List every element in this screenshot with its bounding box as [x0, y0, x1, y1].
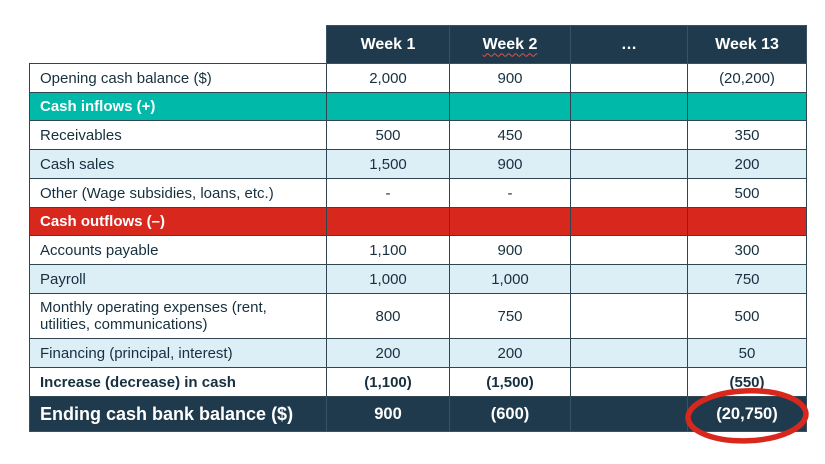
- cell-value: 200: [687, 149, 807, 179]
- cell-value: 900: [449, 63, 571, 93]
- table-row: Increase (decrease) in cash (1,100) (1,500…: [29, 367, 807, 397]
- column-header-1: Week 1: [326, 25, 450, 64]
- cell-value: -: [449, 178, 571, 208]
- cell-value: [570, 149, 688, 179]
- cell-value: [570, 92, 688, 121]
- cell-value: 50: [687, 338, 807, 368]
- row-label: Receivables: [29, 120, 327, 150]
- cell-value: (20,750): [685, 387, 809, 444]
- cell-value: 200: [326, 338, 450, 368]
- cell-value: 1,500: [326, 149, 450, 179]
- column-header-3: …: [570, 25, 688, 64]
- row-label: Cash sales: [29, 149, 327, 179]
- table-row: Cash inflows (+): [29, 92, 807, 121]
- cell-value: 1,000: [449, 264, 571, 294]
- table-row: Other (Wage subsidies, loans, etc.) - -500: [29, 178, 807, 208]
- cell-value: [570, 367, 688, 397]
- header-blank-cell: [30, 26, 327, 64]
- row-label: Increase (decrease) in cash: [29, 367, 327, 397]
- row-label: Financing (principal, interest): [29, 338, 327, 368]
- table-body: Opening cash balance ($) 2,000 900 (20,200)…: [29, 63, 809, 444]
- cell-value: [570, 63, 688, 93]
- cell-value: (600): [449, 396, 571, 432]
- cell-value: 900: [449, 149, 571, 179]
- row-label: Payroll: [29, 264, 327, 294]
- cell-value: [326, 207, 450, 236]
- cell-value: 300: [687, 235, 807, 265]
- row-label: Ending cash bank balance ($): [29, 396, 327, 432]
- cell-value: 200: [449, 338, 571, 368]
- cell-value: [570, 235, 688, 265]
- cell-value: 500: [687, 178, 807, 208]
- cell-value: 1,100: [326, 235, 450, 265]
- cell-value: -: [326, 178, 450, 208]
- cell-value: [570, 120, 688, 150]
- cell-value: 500: [687, 293, 807, 339]
- cash-flow-forecast-table: Week 1 Week 2… Week 13 Opening cash balanc…: [29, 25, 809, 444]
- cell-value: [687, 207, 807, 236]
- cell-value: [570, 264, 688, 294]
- column-header-4: Week 13: [687, 25, 807, 64]
- cell-value: [570, 207, 688, 236]
- cell-value: 350: [687, 120, 807, 150]
- cell-value: 2,000: [326, 63, 450, 93]
- row-label: Cash outflows (–): [29, 207, 327, 236]
- cell-value: 800: [326, 293, 450, 339]
- row-label: Accounts payable: [29, 235, 327, 265]
- table-row: Cash outflows (–): [29, 207, 807, 236]
- cell-value: [570, 293, 688, 339]
- row-label: Monthly operating expenses (rent, utilit…: [29, 293, 327, 339]
- cell-value: 1,000: [326, 264, 450, 294]
- table-row: Financing (principal, interest) 200 200 50: [29, 338, 807, 368]
- column-header-2: Week 2: [449, 25, 571, 64]
- row-label: Cash inflows (+): [29, 92, 327, 121]
- cell-value: 750: [449, 293, 571, 339]
- table-row: Monthly operating expenses (rent, utilit…: [29, 293, 807, 339]
- cell-value: [570, 338, 688, 368]
- table-row: Ending cash bank balance ($) 900 (600) (20,…: [29, 387, 809, 444]
- table-row: Accounts payable 1,100 900 300: [29, 235, 807, 265]
- cell-value: 450: [449, 120, 571, 150]
- row-label: Opening cash balance ($): [29, 63, 327, 93]
- cell-value: (1,100): [326, 367, 450, 397]
- table-header-row: Week 1 Week 2… Week 13: [30, 25, 807, 64]
- table-row: Payroll 1,000 1,000 750: [29, 264, 807, 294]
- cell-value: [570, 178, 688, 208]
- cell-value: 900: [449, 235, 571, 265]
- cell-value: [449, 207, 571, 236]
- cell-value: 500: [326, 120, 450, 150]
- cell-value: [687, 92, 807, 121]
- cell-value: [449, 92, 571, 121]
- table-row: Opening cash balance ($) 2,000 900 (20,200): [29, 63, 807, 93]
- cell-value: (20,200): [687, 63, 807, 93]
- row-label: Other (Wage subsidies, loans, etc.): [29, 178, 327, 208]
- cell-value: 750: [687, 264, 807, 294]
- table-row: Cash sales 1,500 900 200: [29, 149, 807, 179]
- cell-value: [326, 92, 450, 121]
- cell-value: (1,500): [449, 367, 571, 397]
- cell-value: (550): [687, 367, 807, 397]
- cell-value: [570, 396, 688, 432]
- table-row: Receivables 500 450 350: [29, 120, 807, 150]
- cell-value: 900: [326, 396, 450, 432]
